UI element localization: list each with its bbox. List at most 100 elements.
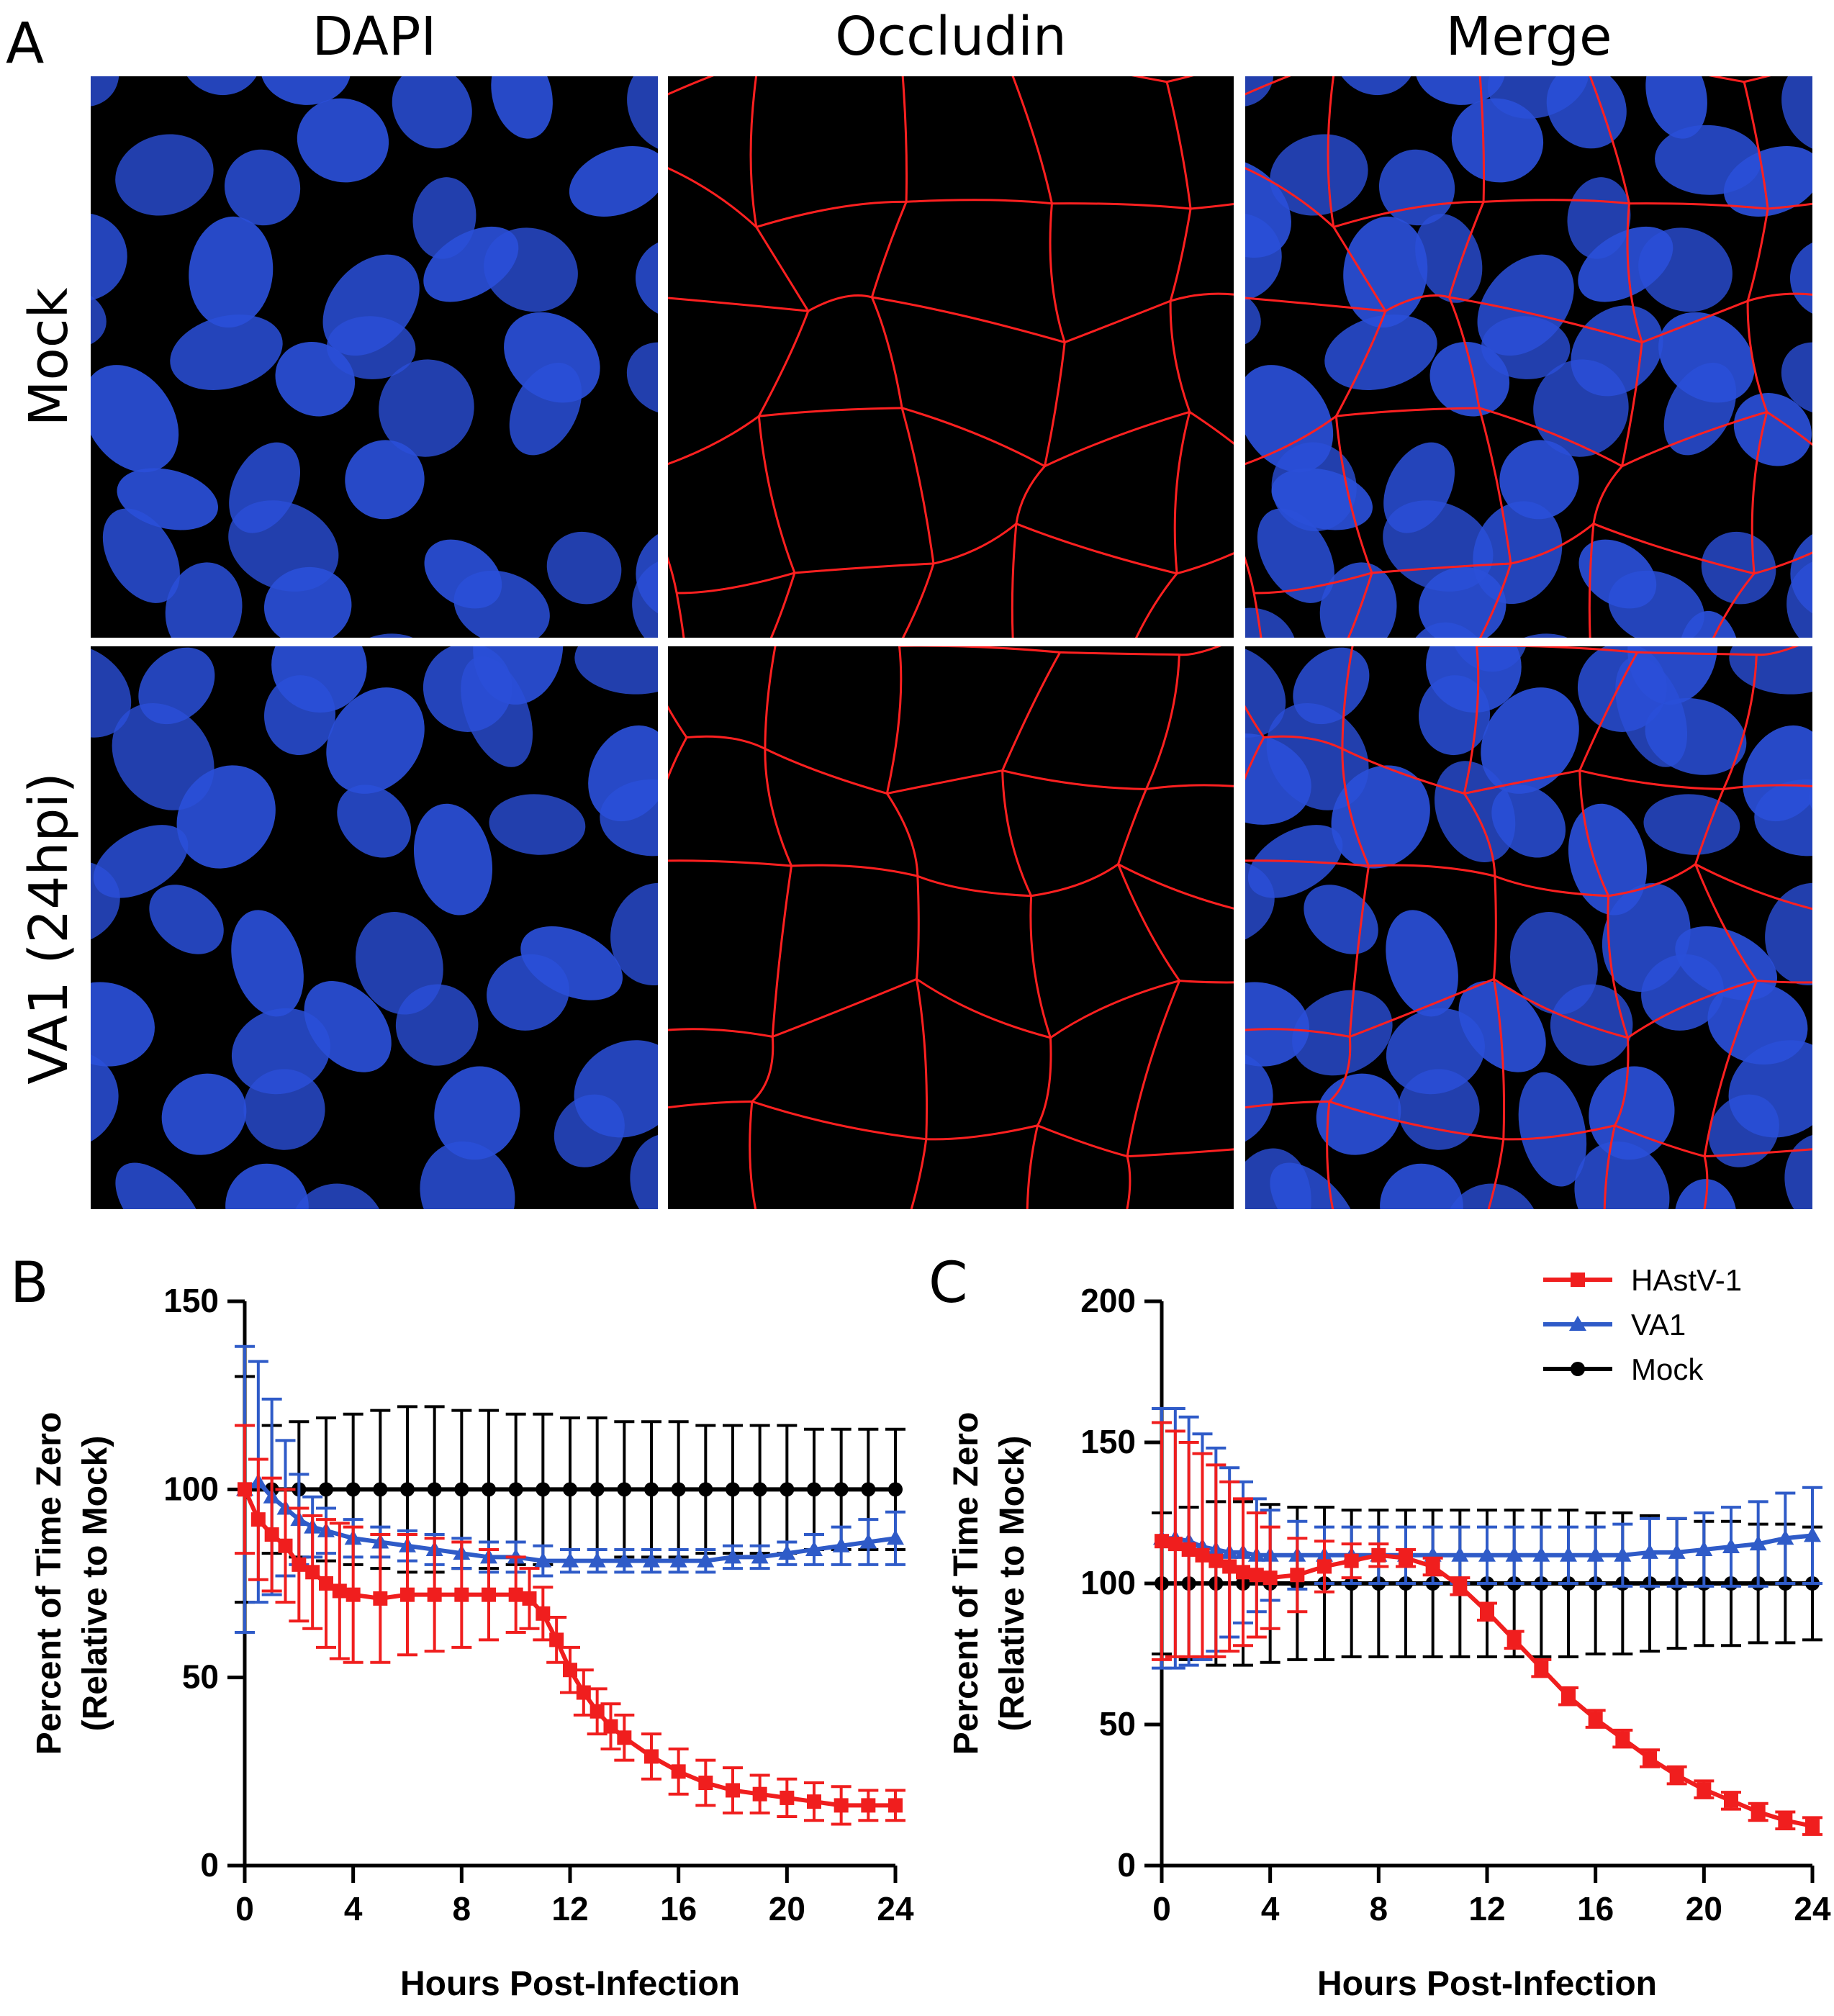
data-point-mock [563, 1482, 577, 1497]
nucleus-shape [1445, 1183, 1540, 1209]
cell-junction [1723, 784, 1812, 790]
nucleus-shape [1245, 646, 1286, 738]
data-point-hastv-1 [1480, 1604, 1494, 1619]
cell-junction [1332, 226, 1387, 312]
cell-junction [1245, 1100, 1329, 1109]
data-point-mock [644, 1482, 659, 1497]
cell-junction [870, 201, 908, 298]
cell-junction [1588, 523, 1595, 638]
data-point-va1 [588, 1552, 606, 1568]
data-point-mock [590, 1482, 605, 1497]
y-tick-label: 50 [1099, 1705, 1136, 1742]
legend-swatch-marker [1571, 1362, 1585, 1376]
cell-junction [756, 200, 907, 228]
data-point-hastv-1 [1534, 1660, 1549, 1676]
nucleus-shape [1415, 76, 1506, 105]
data-point-va1 [1722, 1538, 1740, 1554]
cell-junction [906, 199, 1052, 205]
legend-swatch-marker [1569, 1316, 1586, 1331]
data-point-hastv-1 [1561, 1689, 1576, 1704]
cell-junction [1614, 1124, 1705, 1158]
micrograph-mock-merge [1245, 76, 1812, 638]
nucleus-shape [1257, 508, 1334, 603]
cell-junction [1368, 864, 1496, 877]
data-point-va1 [1695, 1540, 1713, 1556]
cell-junction [1704, 1148, 1812, 1158]
nucleus-shape [1663, 363, 1737, 456]
nucleus-shape [231, 1008, 330, 1095]
y-tick-label: 150 [163, 1282, 219, 1319]
cell-junction [1743, 81, 1769, 209]
cell-junction [1002, 769, 1147, 790]
nucleus-shape [630, 1134, 658, 1209]
nucleus-shape [600, 779, 658, 856]
data-point-hastv-1 [1181, 1542, 1196, 1557]
y-axis-label-secondary: (Relative to Mock) [76, 1436, 114, 1732]
data-point-va1 [1668, 1543, 1686, 1559]
cell-junction [901, 563, 935, 638]
data-point-hastv-1 [1751, 1804, 1766, 1820]
x-tick-label: 20 [769, 1890, 805, 1927]
cell-junction [769, 572, 796, 638]
micrograph-mock-occludin [668, 76, 1234, 638]
cell-junction [1036, 1124, 1128, 1158]
data-point-hastv-1 [1262, 1570, 1278, 1586]
nucleus-shape [91, 860, 120, 945]
nucleus-shape [1451, 98, 1544, 183]
cell-junction [1463, 792, 1496, 877]
cell-junction [677, 571, 795, 595]
legend-label: VA1 [1631, 1308, 1686, 1342]
nucleus-shape [627, 76, 658, 153]
column-label-merge: Merge [1445, 6, 1612, 68]
nucleus-shape [420, 1141, 515, 1209]
cell-junction [1756, 980, 1812, 984]
data-point-hastv-1 [1425, 1559, 1440, 1574]
panel-label-a: A [6, 12, 45, 76]
data-point-va1 [1532, 1546, 1550, 1562]
data-point-va1 [778, 1545, 796, 1560]
x-tick-label: 12 [1468, 1890, 1505, 1927]
nucleus-shape [344, 633, 431, 638]
nucleus-shape [1723, 145, 1812, 217]
data-point-hastv-1 [522, 1591, 537, 1606]
data-point-mock [617, 1482, 632, 1497]
y-tick-label: 150 [1080, 1423, 1136, 1460]
cell-junction [1165, 81, 1192, 209]
cell-junction [1169, 301, 1191, 412]
y-tick-label: 50 [182, 1658, 219, 1696]
nucleus-shape [1491, 785, 1566, 858]
y-tick-label: 0 [1117, 1846, 1136, 1884]
data-point-mock [319, 1482, 333, 1497]
data-point-mock [482, 1482, 496, 1497]
cell-junction [1327, 76, 1335, 227]
data-point-hastv-1 [671, 1764, 686, 1779]
data-point-mock [427, 1482, 442, 1497]
cell-junction [1126, 1156, 1131, 1209]
data-point-mock [345, 1482, 361, 1497]
cell-junction [1146, 784, 1234, 790]
data-point-hastv-1 [1453, 1578, 1468, 1594]
cell-junction [1593, 523, 1755, 575]
cell-junction [1049, 203, 1066, 343]
cell-junction [751, 1100, 926, 1141]
cell-junction [1127, 1148, 1234, 1158]
nucleus-shape [1784, 1134, 1812, 1209]
nucleus-shape [91, 982, 155, 1067]
x-tick-label: 4 [1261, 1890, 1280, 1927]
data-point-hastv-1 [536, 1606, 551, 1621]
cell-junction [1117, 864, 1180, 982]
nucleus-shape [546, 531, 622, 605]
nucleus-shape [1292, 990, 1393, 1076]
data-point-hastv-1 [726, 1783, 740, 1798]
data-point-hastv-1 [278, 1538, 293, 1553]
data-point-hastv-1 [1222, 1559, 1237, 1574]
data-point-hastv-1 [427, 1587, 442, 1602]
data-point-hastv-1 [807, 1794, 821, 1809]
cell-junction [749, 1101, 757, 1209]
cell-junction [1627, 980, 1758, 1039]
cell-junction [1036, 1037, 1052, 1126]
cell-junction [1447, 201, 1485, 298]
cell-junction [668, 1100, 752, 1109]
data-point-va1 [887, 1529, 904, 1545]
cell-junction [1753, 551, 1812, 575]
